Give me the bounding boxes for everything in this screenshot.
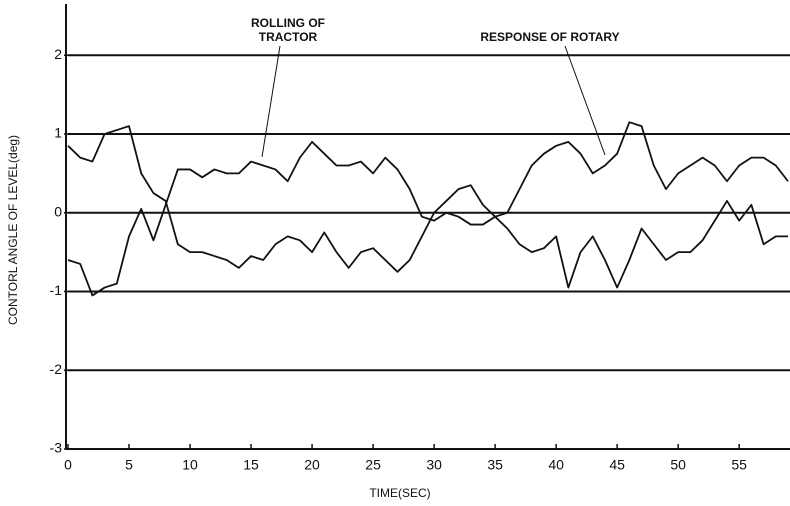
leader-line — [564, 45, 606, 156]
x-axis-label: TIME(SEC) — [369, 486, 430, 500]
x-tick-label: 50 — [670, 457, 686, 473]
y-tick-label: -1 — [50, 282, 63, 298]
x-tick-label: 25 — [365, 457, 381, 473]
y-tick-label: 1 — [54, 125, 62, 141]
x-tick-label: 0 — [64, 457, 72, 473]
x-tick-label: 30 — [426, 457, 442, 473]
data-line — [67, 121, 789, 297]
x-tick-label: 35 — [487, 457, 503, 473]
y-tick-label: -3 — [50, 440, 63, 456]
y-tick-label: -2 — [50, 361, 63, 377]
x-tick-label: 10 — [182, 457, 198, 473]
x-tick-label: 5 — [125, 457, 133, 473]
x-tick-label: 15 — [243, 457, 259, 473]
x-tick-label: 20 — [304, 457, 320, 473]
y-tick-label: 0 — [54, 203, 62, 219]
annotation: TRACTOR — [259, 30, 318, 44]
y-axis-label: CONTORL ANGLE OF LEVEL(deg) — [6, 135, 20, 325]
y-tick-label: 2 — [54, 46, 62, 62]
leader-line — [261, 45, 281, 158]
annotation: RESPONSE OF ROTARY — [480, 30, 619, 44]
x-tick-label: 55 — [731, 457, 747, 473]
annotation: ROLLING OF — [251, 16, 325, 30]
x-tick-label: 45 — [609, 457, 625, 473]
x-tick-label: 40 — [548, 457, 564, 473]
data-line — [67, 125, 788, 289]
